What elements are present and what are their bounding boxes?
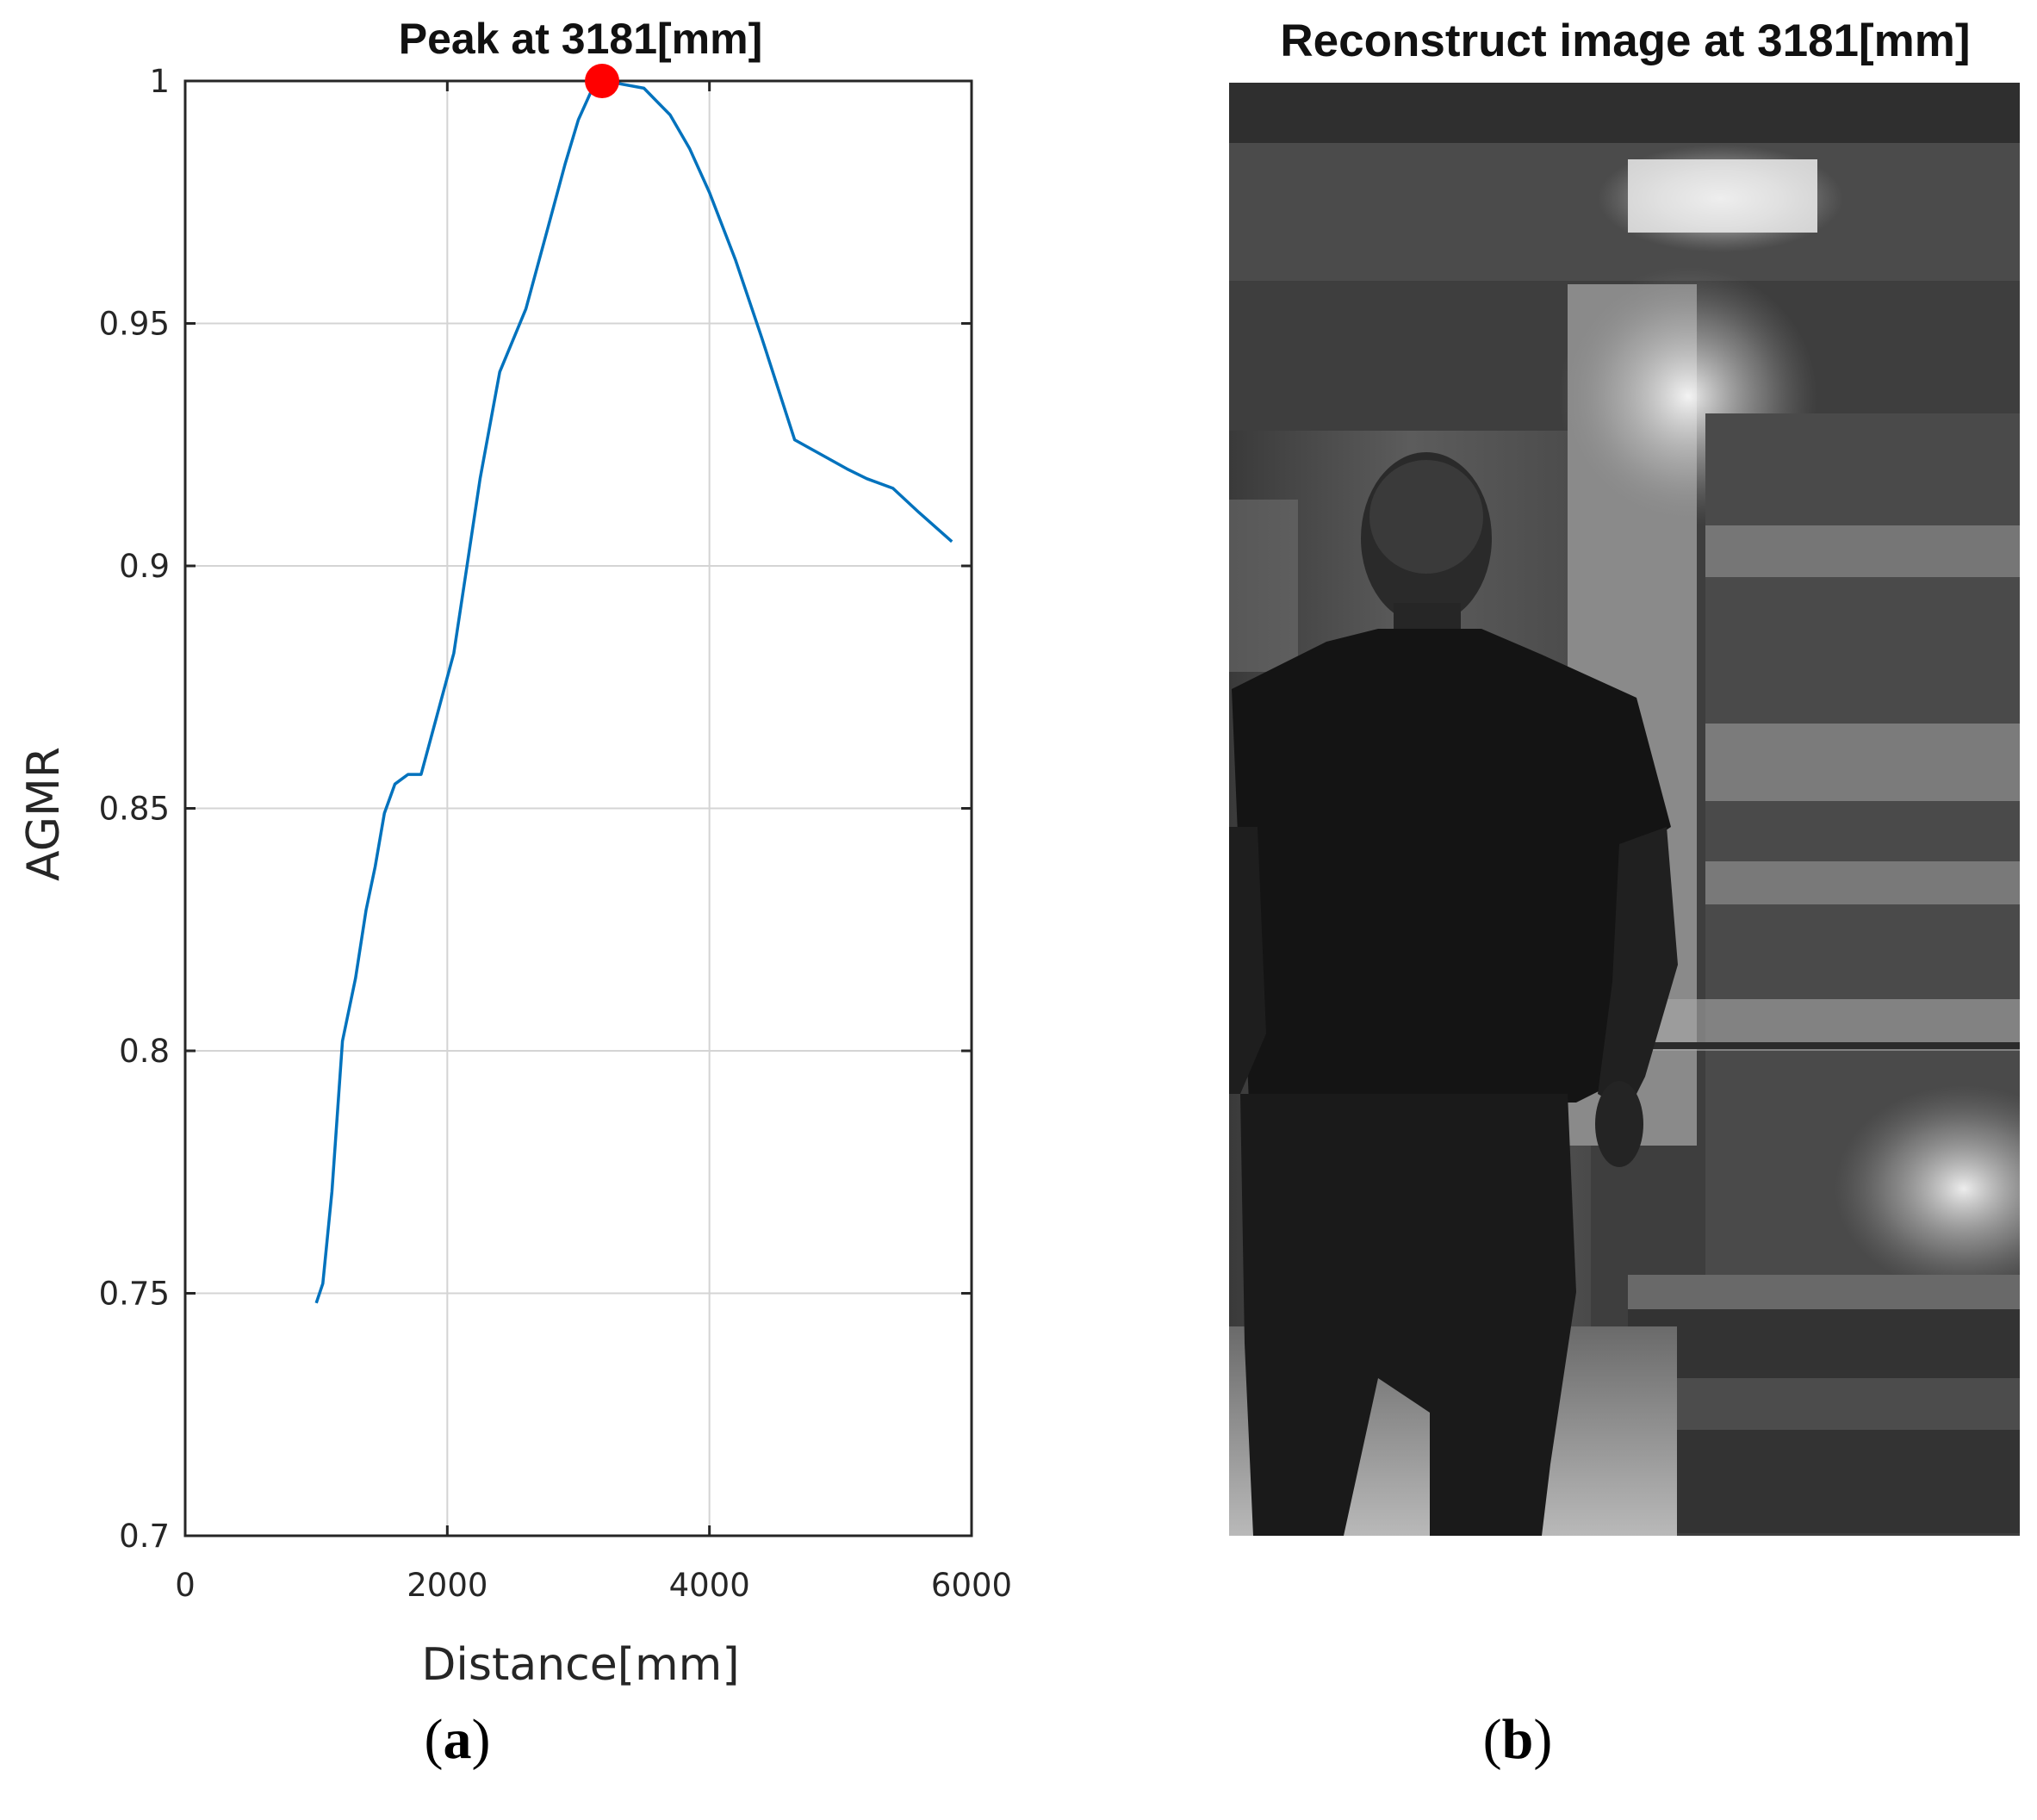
x-tick-label: 2000 [407,1567,488,1604]
image-title: Reconstruct image at 3181[mm] [1280,16,1970,66]
agmr-line-chart: Peak at 3181[mm] 0 2000 4000 6000 0.7 0.75 0.8… [18,15,1012,1691]
axis-ticks: 0 2000 4000 6000 0.7 0.75 0.8 0.85 0.9 0.95 1 [99,63,1012,1604]
x-tick-label: 4000 [669,1567,750,1604]
y-tick-label: 0.8 [119,1033,170,1070]
panel-label-b: (b) [1483,1708,1553,1771]
ceiling-light [1598,145,1843,252]
y-tick-label: 0.85 [99,791,170,828]
series-layer [314,64,953,1304]
chart-title: Peak at 3181[mm] [399,15,762,63]
reconstructed-image [1229,83,2020,1536]
blur-light [1835,1085,2020,1292]
x-tick-label: 0 [175,1567,196,1604]
x-tick-label: 6000 [931,1567,1012,1604]
y-tick-label: 1 [149,63,170,100]
y-tick-label: 0.75 [99,1276,170,1313]
y-tick-label: 0.9 [119,548,170,585]
y-tick-label: 0.95 [99,306,170,343]
peak-marker [585,64,620,98]
agmr-series-line [314,79,953,1304]
person-silhouette [1229,452,1678,1536]
y-tick-label: 0.7 [119,1518,170,1555]
x-axis-label: Distance[mm] [421,1639,739,1691]
y-axis-label: AGMR [18,747,70,881]
chart-grid [184,80,972,1537]
panel-label-a: (a) [425,1708,491,1771]
